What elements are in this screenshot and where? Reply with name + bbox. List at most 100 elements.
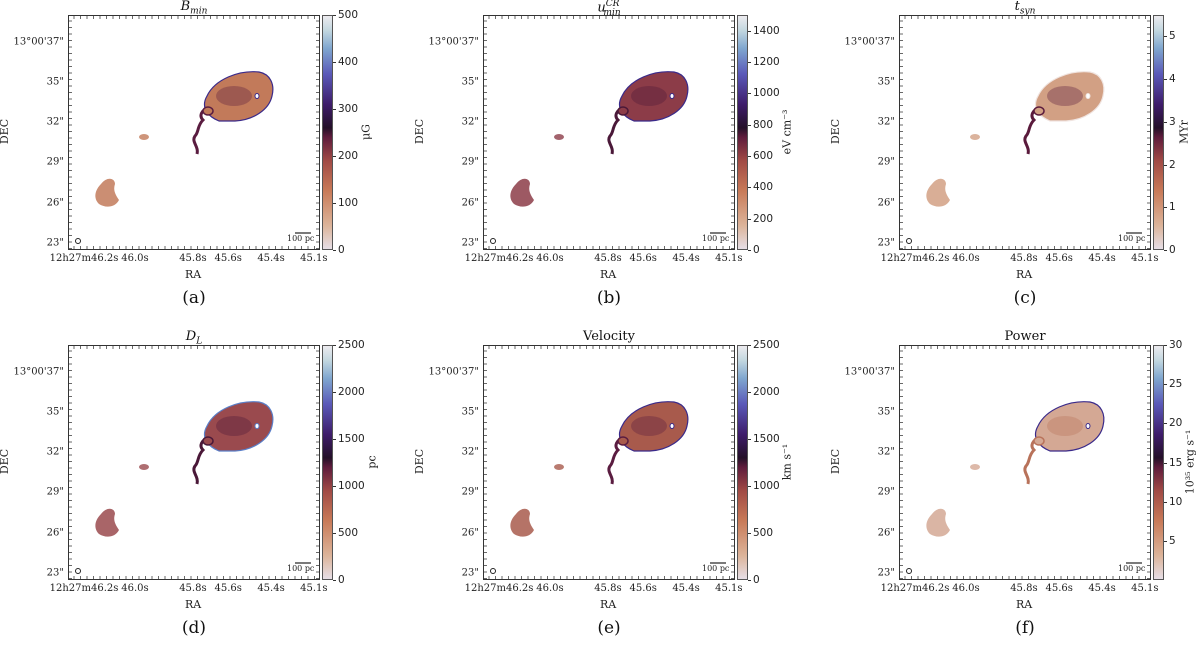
map-image xyxy=(484,346,734,579)
southwest-emission-region xyxy=(926,178,950,207)
ra-tick-label: 45.1s xyxy=(1131,253,1159,264)
map-image xyxy=(69,346,319,579)
title-superscript: CR xyxy=(605,0,620,9)
dec-tick-label: 32" xyxy=(46,116,64,128)
ra-tick-label: 45.4s xyxy=(257,253,285,264)
dec-tick-label: 35" xyxy=(461,406,479,418)
colorbar xyxy=(1153,345,1164,580)
main-emission-region xyxy=(618,401,689,452)
panel-caption: (d) xyxy=(181,618,207,638)
colorbar-tick-label: 1000 xyxy=(333,480,365,492)
beam-icon xyxy=(490,238,496,244)
dec-tick-label: 35" xyxy=(46,76,64,88)
dec-tick-label: 23" xyxy=(46,237,64,249)
hole xyxy=(254,93,260,99)
ra-tick-label: 45.4s xyxy=(1088,583,1116,594)
colorbar-tick-label: 100 xyxy=(332,197,359,209)
colorbar-tick-label: 1 xyxy=(1164,201,1176,214)
dec-tick-label: 23" xyxy=(46,567,64,579)
scale-bar-label: 100 pc xyxy=(287,234,315,243)
ra-tick-label: 45.6s xyxy=(629,583,657,594)
dec-tick-label: 35" xyxy=(877,76,895,88)
southwest-emission-region xyxy=(510,178,534,207)
colorbar-tick-label: 1400 xyxy=(748,24,780,37)
scale-bar-label: 100 pc xyxy=(1118,564,1146,573)
dec-tick-label: 23" xyxy=(877,567,895,579)
colorbar-tick-label: 500 xyxy=(747,527,774,539)
dec-tick-label: 13°00'37" xyxy=(844,36,895,48)
colorbar-tick-label: 0 xyxy=(333,244,345,256)
ra-tick-label: 45.6s xyxy=(1045,253,1073,264)
dec-tick-label: 13°00'37" xyxy=(428,366,479,378)
knot xyxy=(617,106,629,116)
dec-tick-label: 32" xyxy=(877,446,895,458)
southwest-emission-region xyxy=(510,508,534,537)
ra-tick-label: 45.1s xyxy=(715,583,743,594)
colorbar-tick-label: 0 xyxy=(748,244,760,256)
ra-tick-label: 45.6s xyxy=(1045,583,1073,594)
scale-bar-label: 100 pc xyxy=(702,234,730,243)
title-subscript: L xyxy=(196,336,203,347)
colorbar-tick-label: 400 xyxy=(332,56,359,68)
map-axes: 100 pc xyxy=(68,345,320,580)
map-axes: 100 pc xyxy=(483,15,735,250)
colorbar-tick-label: 1500 xyxy=(333,433,365,445)
y-axis-label: DEC xyxy=(829,118,843,145)
dec-tick-label: 23" xyxy=(461,237,479,249)
dec-tick-label: 32" xyxy=(46,446,64,458)
knot xyxy=(1033,436,1045,446)
colorbar-tick-label: 20 xyxy=(1163,417,1183,430)
main-emission-region xyxy=(203,71,274,122)
colorbar-tick-label: 2500 xyxy=(748,339,780,351)
beam-icon xyxy=(906,238,912,244)
ra-tick-label: 46.0s xyxy=(536,253,564,264)
colorbar-tick-label: 5 xyxy=(1164,534,1176,547)
ra-tick-label: 12h27m46.2s xyxy=(464,253,534,264)
ra-tick-label: 12h27m46.2s xyxy=(880,253,950,264)
hole xyxy=(1085,423,1091,429)
ra-tick-label: 45.8s xyxy=(179,253,207,264)
main-region-core xyxy=(216,86,252,106)
title-subscript: min xyxy=(190,6,208,17)
beam-icon xyxy=(906,568,912,574)
colorbar xyxy=(737,15,748,250)
y-axis-label: DEC xyxy=(0,448,12,475)
main-region-core xyxy=(631,86,667,106)
colorbar-tick-label: 3 xyxy=(1164,115,1176,128)
dec-tick-label: 35" xyxy=(877,406,895,418)
tail-filament xyxy=(192,436,210,485)
dec-tick-label: 26" xyxy=(461,527,479,539)
tail-filament xyxy=(1023,106,1041,155)
title-main: Power xyxy=(1004,329,1046,344)
colorbar-tick-label: 2000 xyxy=(748,386,780,398)
y-axis-label: DEC xyxy=(413,118,427,145)
colorbar-tick-label: 4 xyxy=(1164,73,1176,86)
map-axes: 100 pc xyxy=(483,345,735,580)
knot xyxy=(617,436,629,446)
dec-tick-label: 13°00'37" xyxy=(428,36,479,48)
small-emission-region xyxy=(139,134,149,140)
ra-tick-label: 46.0s xyxy=(952,253,980,264)
panel-title: uCRmin xyxy=(483,0,735,18)
small-emission-region xyxy=(554,464,564,470)
title-main: B xyxy=(180,0,191,14)
x-axis-label: RA xyxy=(185,598,202,611)
x-axis-label: RA xyxy=(1016,268,1033,281)
tail-filament xyxy=(607,436,625,485)
scale-bar-label: 100 pc xyxy=(287,564,315,573)
knot xyxy=(202,436,214,446)
dec-tick-label: 29" xyxy=(46,156,64,168)
hole xyxy=(254,423,260,429)
beam-icon xyxy=(490,568,496,574)
panel-title: Power xyxy=(899,329,1151,344)
dec-tick-label: 29" xyxy=(461,156,479,168)
colorbar-tick-label: 2500 xyxy=(333,339,365,351)
main-region-core xyxy=(1047,416,1083,436)
x-axis-label: RA xyxy=(1016,598,1033,611)
colorbar-tick-label: 600 xyxy=(747,150,774,162)
colorbar-tick-label: 0 xyxy=(333,574,345,586)
main-emission-region xyxy=(618,71,689,122)
ra-tick-label: 46.0s xyxy=(121,253,149,264)
ra-tick-label: 45.4s xyxy=(672,583,700,594)
ra-tick-label: 45.1s xyxy=(715,253,743,264)
